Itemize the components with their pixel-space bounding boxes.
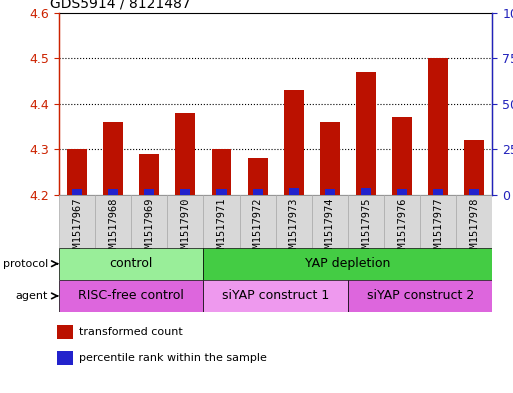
Bar — [392, 118, 412, 195]
Text: control: control — [110, 257, 153, 270]
Bar — [204, 280, 348, 312]
Text: percentile rank within the sample: percentile rank within the sample — [79, 353, 267, 363]
Bar — [108, 189, 118, 195]
Bar — [252, 189, 263, 195]
Bar — [457, 195, 492, 248]
Bar — [95, 195, 131, 248]
Text: YAP depletion: YAP depletion — [305, 257, 391, 270]
Text: GSM1517967: GSM1517967 — [72, 197, 82, 260]
Bar — [212, 149, 231, 195]
Text: siYAP construct 2: siYAP construct 2 — [367, 289, 474, 303]
Bar — [325, 189, 335, 195]
Text: GSM1517971: GSM1517971 — [216, 197, 227, 260]
Bar — [67, 149, 87, 195]
Text: GSM1517969: GSM1517969 — [144, 197, 154, 260]
Bar — [348, 195, 384, 248]
Bar — [103, 122, 123, 195]
Bar — [59, 248, 204, 280]
Bar — [57, 325, 72, 339]
Text: GSM1517977: GSM1517977 — [433, 197, 443, 260]
Text: siYAP construct 1: siYAP construct 1 — [222, 289, 329, 303]
Bar — [204, 248, 492, 280]
Bar — [248, 158, 268, 195]
Text: transformed count: transformed count — [79, 327, 183, 337]
Bar — [469, 189, 480, 195]
Bar — [59, 280, 204, 312]
Bar — [284, 90, 304, 195]
Bar — [72, 189, 82, 195]
Bar — [356, 72, 376, 195]
Text: GSM1517978: GSM1517978 — [469, 197, 480, 260]
Bar — [275, 195, 312, 248]
Bar — [384, 195, 420, 248]
Bar — [240, 195, 275, 248]
Text: GDS5914 / 8121487: GDS5914 / 8121487 — [50, 0, 191, 10]
Bar — [216, 189, 227, 195]
Text: GSM1517972: GSM1517972 — [253, 197, 263, 260]
Bar — [181, 189, 190, 195]
Bar — [320, 122, 340, 195]
Text: GSM1517973: GSM1517973 — [289, 197, 299, 260]
Bar — [464, 140, 484, 195]
Bar — [361, 188, 371, 195]
Bar — [397, 189, 407, 195]
Text: GSM1517970: GSM1517970 — [181, 197, 190, 260]
Text: GSM1517968: GSM1517968 — [108, 197, 118, 260]
Bar — [428, 59, 448, 195]
Bar — [312, 195, 348, 248]
Text: GSM1517975: GSM1517975 — [361, 197, 371, 260]
Bar — [348, 280, 492, 312]
Text: agent: agent — [16, 291, 48, 301]
Text: protocol: protocol — [3, 259, 48, 269]
Bar — [175, 113, 195, 195]
Bar — [204, 195, 240, 248]
Bar — [59, 195, 95, 248]
Bar — [140, 154, 159, 195]
Bar — [289, 188, 299, 195]
Bar — [131, 195, 167, 248]
Bar — [167, 195, 204, 248]
Bar — [433, 189, 443, 195]
Text: GSM1517974: GSM1517974 — [325, 197, 335, 260]
Bar — [144, 189, 154, 195]
Bar — [420, 195, 457, 248]
Text: RISC-free control: RISC-free control — [78, 289, 184, 303]
Text: GSM1517976: GSM1517976 — [397, 197, 407, 260]
Bar — [57, 351, 72, 365]
